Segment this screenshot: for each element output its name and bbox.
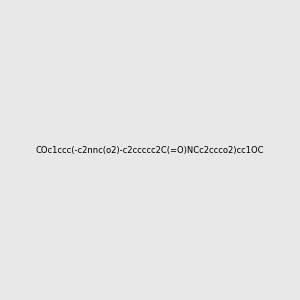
Text: COc1ccc(-c2nnc(o2)-c2ccccc2C(=O)NCc2ccco2)cc1OC: COc1ccc(-c2nnc(o2)-c2ccccc2C(=O)NCc2ccco… xyxy=(36,146,264,154)
